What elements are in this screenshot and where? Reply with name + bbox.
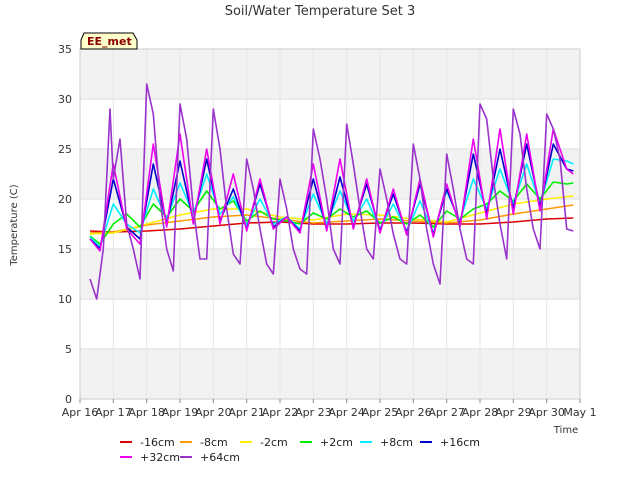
legend-label: -2cm	[260, 436, 288, 449]
y-tick-label: 10	[58, 293, 72, 306]
x-tick-label: Apr 28	[462, 406, 499, 419]
x-tick-label: Apr 25	[362, 406, 399, 419]
x-tick-label: Apr 30	[528, 406, 565, 419]
site-label-shape	[80, 32, 138, 50]
legend-label: +32cm	[140, 451, 180, 464]
site-label-box: EE_met	[80, 32, 138, 50]
x-axis-label: Time	[553, 425, 578, 436]
y-tick-label: 0	[65, 393, 72, 406]
legend: -16cm -8cm -2cm +2cm +8cm +16cm +32cm +64cm	[120, 436, 480, 464]
y-tick-label: 15	[58, 243, 72, 256]
y-tick-label: 35	[58, 43, 72, 56]
x-tick-label: Apr 24	[328, 406, 365, 419]
chart-title: Soil/Water Temperature Set 3	[225, 4, 416, 19]
x-tick-label: May 1	[563, 406, 596, 419]
y-axis-ticks: 0 5 10 15 20 25 30 35	[58, 43, 72, 406]
x-tick-label: Apr 16	[62, 406, 99, 419]
x-tick-label: Apr 23	[295, 406, 332, 419]
plot-background	[80, 49, 580, 399]
plot-band	[80, 249, 580, 299]
legend-label: +64cm	[200, 451, 240, 464]
x-tick-label: Apr 19	[162, 406, 199, 419]
legend-label: +16cm	[440, 436, 480, 449]
legend-label: -8cm	[200, 436, 228, 449]
y-axis-label: Temperature (C)	[9, 184, 20, 266]
plot-band	[80, 349, 580, 399]
x-tick-label: Apr 27	[428, 406, 465, 419]
plot-border	[79, 48, 581, 400]
x-tick-label: Apr 29	[495, 406, 532, 419]
x-tick-label: Apr 21	[228, 406, 265, 419]
y-tick-label: 25	[58, 143, 72, 156]
x-tick-label: Apr 22	[262, 406, 299, 419]
plot-band	[80, 49, 580, 99]
x-tick-label: Apr 26	[395, 406, 432, 419]
y-tick-label: 20	[58, 193, 72, 206]
x-tick-label: Apr 20	[195, 406, 232, 419]
series-layer	[89, 83, 574, 300]
site-label: EE_met	[87, 35, 132, 48]
y-tick-label: 30	[58, 93, 72, 106]
y-tick-label: 5	[65, 343, 72, 356]
plot-band	[80, 149, 580, 199]
legend-label: -16cm	[140, 436, 175, 449]
x-tick-label: Apr 17	[95, 406, 132, 419]
legend-label: +8cm	[380, 436, 413, 449]
x-tick-label: Apr 18	[128, 406, 165, 419]
legend-label: +2cm	[320, 436, 353, 449]
series-line-32cm	[89, 128, 574, 252]
series-line-64cm	[89, 83, 574, 300]
